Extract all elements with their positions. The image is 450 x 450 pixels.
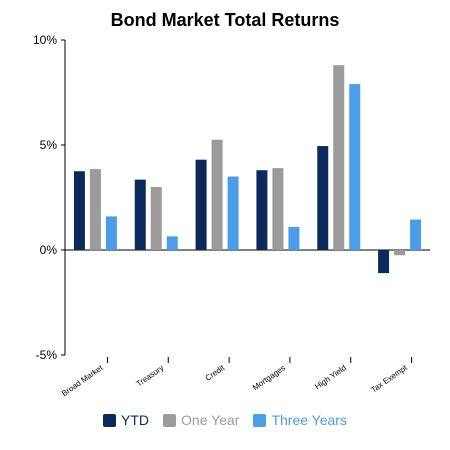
bar-three-years (105, 216, 117, 250)
legend-label: Three Years (271, 412, 347, 428)
bar-one-year (150, 187, 162, 250)
x-tick-label: Tax Exempt (369, 363, 409, 395)
y-tick-label: 10% (33, 33, 57, 47)
legend-item: One Year (163, 412, 239, 428)
legend-item: YTD (103, 412, 149, 428)
legend-swatch (163, 413, 177, 427)
x-tick-label: Credit (204, 363, 227, 383)
chart-title: Bond Market Total Returns (110, 10, 340, 30)
x-tick-label: Broad Market (60, 363, 105, 398)
bar-ytd (73, 171, 85, 250)
legend-label: YTD (121, 412, 150, 428)
bar-ytd (317, 146, 329, 250)
y-tick-label: -5% (36, 348, 58, 362)
bar-three-years (349, 84, 361, 250)
legend: YTD One Year Three Years (0, 412, 450, 428)
x-tick-label: Mortgages (251, 363, 287, 392)
bar-three-years (288, 226, 300, 250)
bar-one-year (211, 139, 223, 250)
x-tick-label: High Yield (313, 363, 348, 391)
legend-item: Three Years (253, 412, 347, 428)
bar-ytd (134, 179, 146, 250)
y-tick-label: 0% (40, 243, 58, 257)
bar-three-years (410, 219, 422, 250)
bar-one-year (272, 168, 284, 250)
bar-ytd (256, 170, 268, 250)
bar-one-year (333, 65, 345, 250)
bar-one-year (89, 169, 101, 250)
legend-label: One Year (181, 412, 240, 428)
bar-three-years (227, 176, 239, 250)
legend-swatch (103, 413, 117, 427)
y-tick-label: 5% (40, 138, 58, 152)
bar-ytd (378, 250, 390, 274)
bar-three-years (166, 236, 178, 250)
bar-ytd (195, 159, 207, 250)
legend-swatch (253, 413, 267, 427)
x-tick-label: Treasury (135, 363, 166, 388)
bar-one-year (394, 250, 406, 256)
